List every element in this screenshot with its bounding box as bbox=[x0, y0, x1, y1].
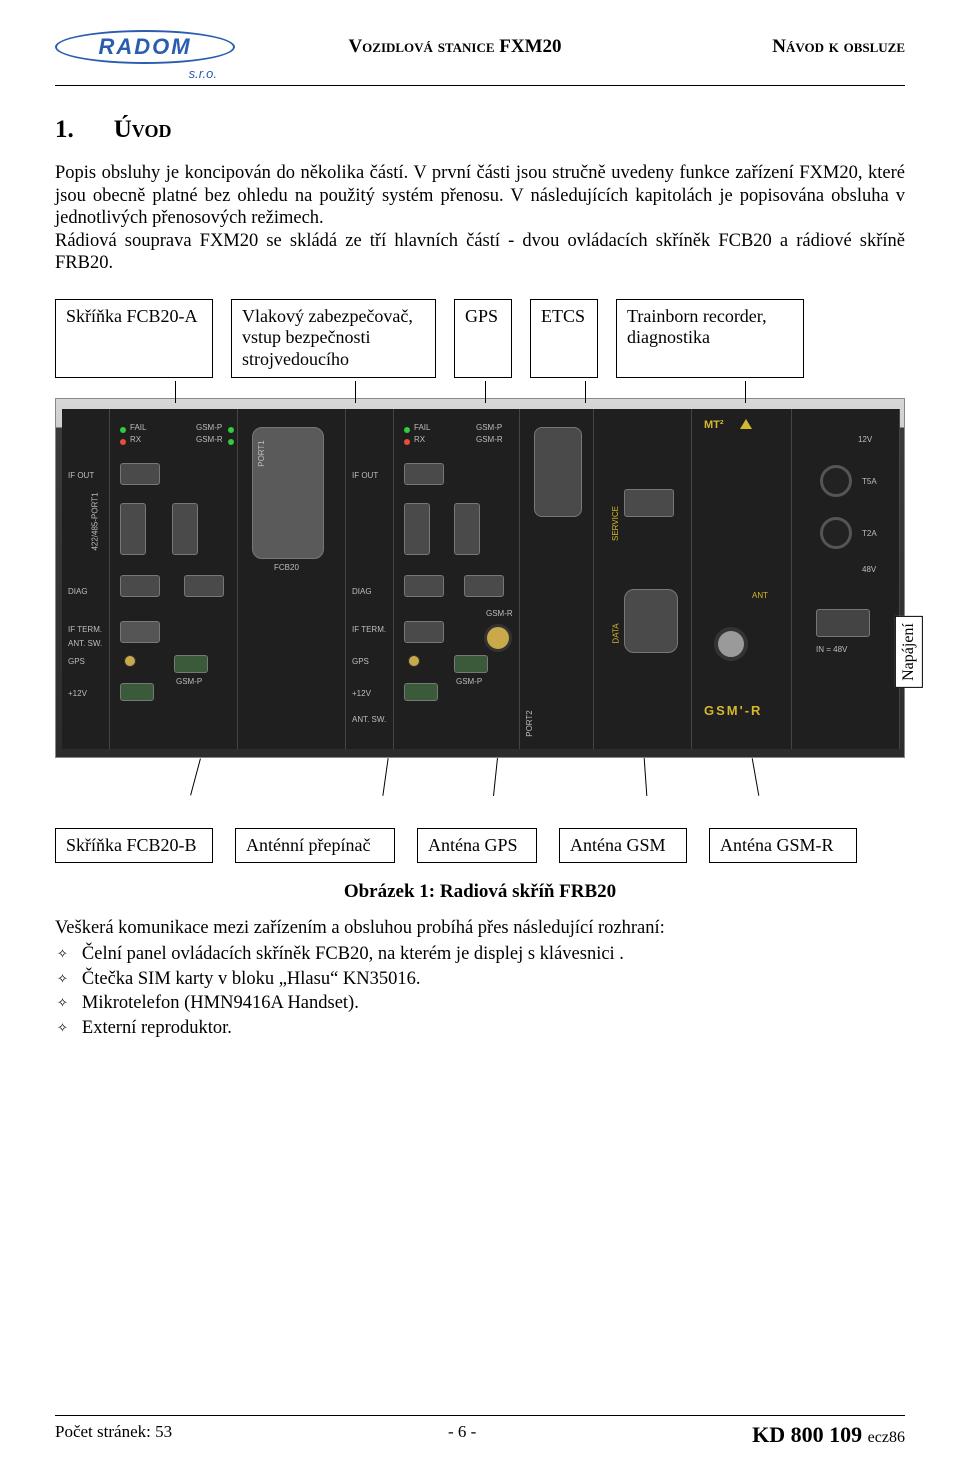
footer-doc-code: KD 800 109 bbox=[752, 1422, 862, 1447]
tag-gsmp2: GSM-P bbox=[176, 677, 202, 686]
list-item: Čtečka SIM karty v bloku „Hlasu“ KN35016… bbox=[55, 967, 905, 991]
list-item: Externí reproduktor. bbox=[55, 1016, 905, 1040]
tag-gsmr2: GSM-R bbox=[476, 435, 503, 444]
tag-data: DATA bbox=[612, 623, 621, 643]
footer-page-count: 53 bbox=[155, 1422, 172, 1441]
sma-gps-b bbox=[408, 655, 420, 667]
tag-t2a: T2A bbox=[862, 529, 877, 538]
tag-in48: IN = 48V bbox=[816, 645, 847, 654]
logo-container: RADOM s.r.o. bbox=[55, 30, 235, 81]
tag-diag2: DIAG bbox=[352, 587, 372, 596]
footer-left-label: Počet stránek: bbox=[55, 1422, 151, 1441]
tag-12v2: +12V bbox=[352, 689, 371, 698]
tag-12v: +12V bbox=[68, 689, 87, 698]
footer-right: KD 800 109 ecz86 bbox=[752, 1422, 905, 1448]
tag-ifout2: IF OUT bbox=[352, 471, 378, 480]
tag-fcb20: FCB20 bbox=[274, 563, 299, 572]
bottom-label-row: Skříňka FCB20-B Anténní přepínač Anténa … bbox=[55, 828, 905, 864]
device-photo: FAIL RX GSM-P GSM-R IF OUT 422/485-PORT1… bbox=[55, 398, 905, 758]
fuse-t2a bbox=[820, 517, 852, 549]
label-antenni: Anténní přepínač bbox=[235, 828, 395, 864]
sma-gps-a bbox=[124, 655, 136, 667]
tag-gsmp4: GSM-P bbox=[456, 677, 482, 686]
tag-ifterm2: IF TERM. bbox=[352, 625, 386, 634]
tag-gsmp: GSM-P bbox=[196, 423, 222, 432]
tag-12v-r: 12V bbox=[858, 435, 872, 444]
list-item: Čelní panel ovládacích skříněk FCB20, na… bbox=[55, 942, 905, 966]
footer-left: Počet stránek: 53 bbox=[55, 1422, 172, 1448]
tag-service: SERVICE bbox=[611, 506, 620, 541]
intro-paragraph: Popis obsluhy je koncipován do několika … bbox=[55, 162, 905, 275]
tag-ant: ANT bbox=[752, 591, 768, 600]
header-title: Vozidlová stanice FXM20 bbox=[235, 30, 675, 58]
label-trainborn: Trainborn recorder, diagnostika bbox=[616, 299, 804, 378]
section-name: Úvod bbox=[114, 116, 172, 144]
list-item: Mikrotelefon (HMN9416A Handset). bbox=[55, 991, 905, 1015]
tag-rx2: RX bbox=[414, 435, 425, 444]
tag-p1: 422/485-PORT1 bbox=[91, 492, 100, 550]
label-napajeni: Napájení bbox=[895, 616, 923, 688]
page-footer: Počet stránek: 53 - 6 - KD 800 109 ecz86 bbox=[55, 1415, 905, 1448]
label-antgsm: Anténa GSM bbox=[559, 828, 687, 864]
label-fcb20b: Skříňka FCB20-B bbox=[55, 828, 213, 864]
section-heading: 1. Úvod bbox=[55, 116, 905, 144]
tag-ifterm: IF TERM. bbox=[68, 625, 102, 634]
tag-48v: 48V bbox=[862, 565, 876, 574]
logo-text: RADOM bbox=[55, 30, 235, 64]
bnc-ant bbox=[714, 627, 748, 661]
tag-fail2: FAIL bbox=[414, 423, 430, 432]
tag-port1: PORT1 bbox=[257, 440, 266, 467]
tag-gsmra: GSM'-R bbox=[704, 703, 762, 718]
bnc-gsmr bbox=[484, 624, 512, 652]
comm-paragraph: Veškerá komunikace mezi zařízením a obsl… bbox=[55, 917, 905, 940]
label-fcb20a: Skříňka FCB20-A bbox=[55, 299, 213, 378]
arrow-icon bbox=[740, 419, 752, 429]
top-label-row: Skříňka FCB20-A Vlakový zabezpečovač, vs… bbox=[55, 299, 905, 378]
tag-gps-l: GPS bbox=[68, 657, 85, 666]
footer-doc-suffix: ecz86 bbox=[868, 1429, 905, 1446]
bullet-list: Čelní panel ovládacích skříněk FCB20, na… bbox=[55, 942, 905, 1040]
figure-area: FAIL RX GSM-P GSM-R IF OUT 422/485-PORT1… bbox=[55, 398, 905, 798]
tag-ifout: IF OUT bbox=[68, 471, 94, 480]
footer-center: - 6 - bbox=[448, 1422, 476, 1448]
page-header: RADOM s.r.o. Vozidlová stanice FXM20 Náv… bbox=[55, 30, 905, 86]
tag-diag: DIAG bbox=[68, 587, 88, 596]
label-gps: GPS bbox=[454, 299, 512, 378]
tag-gsmr: GSM-R bbox=[196, 435, 223, 444]
label-etcs: ETCS bbox=[530, 299, 598, 378]
tag-antsw: ANT. SW. bbox=[68, 639, 102, 648]
fuse-t5a bbox=[820, 465, 852, 497]
label-vlakovy: Vlakový zabezpečovač, vstup bezpečnosti … bbox=[231, 299, 436, 378]
tag-rx: RX bbox=[130, 435, 141, 444]
header-right: Návod k obsluze bbox=[675, 30, 905, 58]
tag-gps2: GPS bbox=[352, 657, 369, 666]
tag-fail: FAIL bbox=[130, 423, 146, 432]
section-number: 1. bbox=[55, 116, 74, 144]
figure-caption: Obrázek 1: Radiová skříň FRB20 bbox=[55, 881, 905, 903]
tag-t5a: T5A bbox=[862, 477, 877, 486]
tag-gsmp3: GSM-P bbox=[476, 423, 502, 432]
label-antgps: Anténa GPS bbox=[417, 828, 537, 864]
tag-port2: PORT2 bbox=[525, 710, 534, 737]
tag-mt2: MT² bbox=[704, 419, 724, 431]
logo-subtitle: s.r.o. bbox=[55, 66, 235, 81]
tag-antsw2: ANT. SW. bbox=[352, 715, 386, 724]
label-antgsmr: Anténa GSM-R bbox=[709, 828, 857, 864]
tag-gsmr3: GSM-R bbox=[486, 609, 513, 618]
